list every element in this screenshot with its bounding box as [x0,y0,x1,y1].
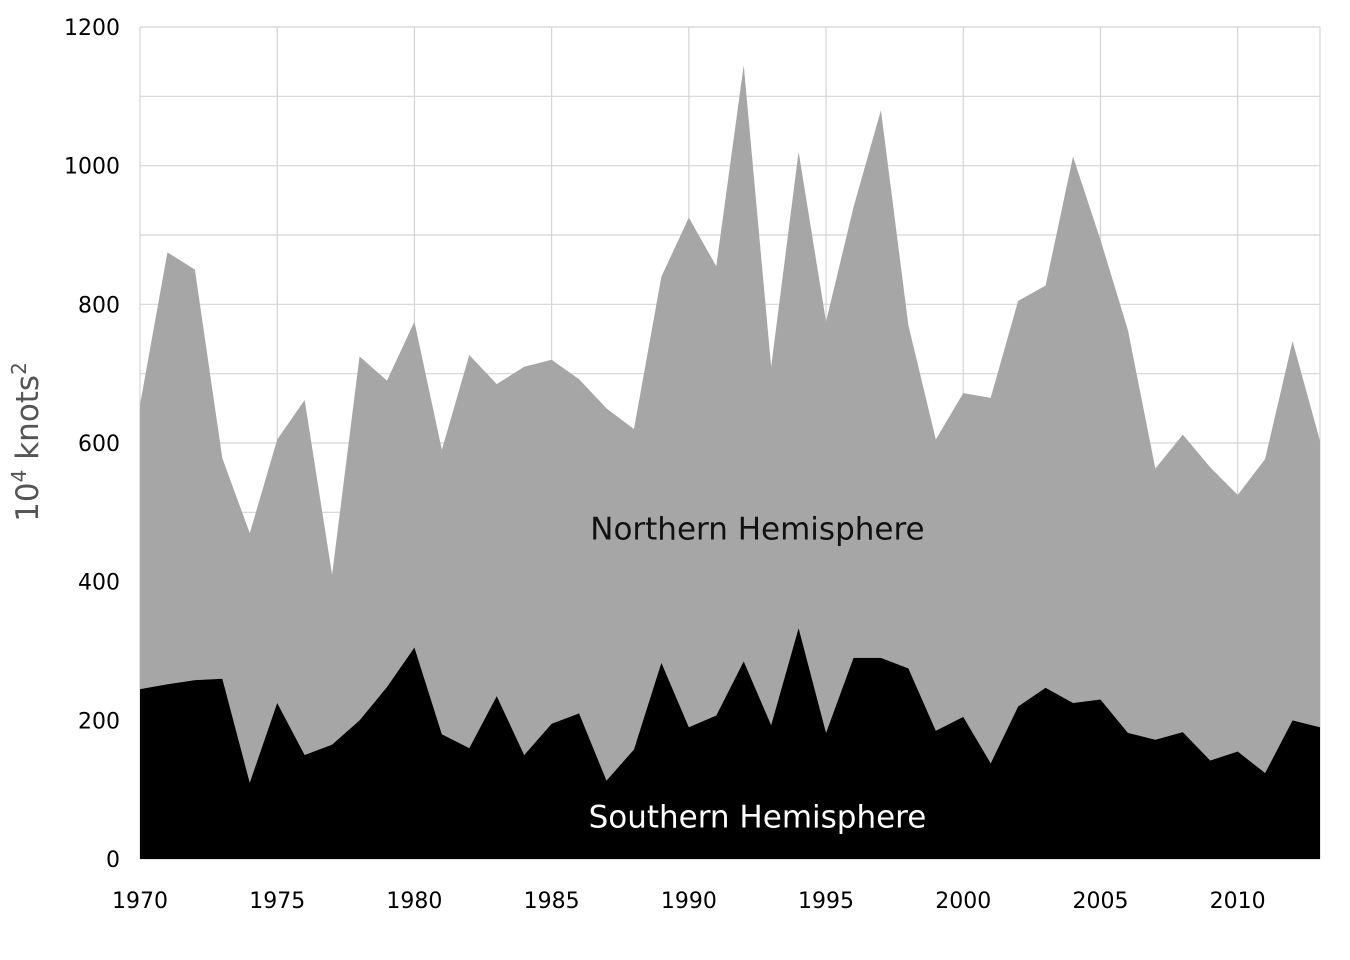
northern-hemisphere-label: Northern Hemisphere [590,512,924,548]
y-tick-label: 200 [78,709,120,734]
y-tick-label: 1000 [64,155,120,180]
y-tick-label: 400 [78,571,120,596]
y-tick-label: 0 [106,848,120,873]
x-axis-tick-labels: 1970 1975 1980 1985 1990 1995 2000 2005 2010 [112,889,1266,914]
series-labels: Southern Hemisphere Northern Hemisphere [589,512,927,836]
x-tick-label: 2000 [935,889,991,914]
x-tick-label: 1975 [249,889,305,914]
y-tick-label: 1200 [64,16,120,41]
x-tick-label: 2005 [1072,889,1128,914]
x-tick-label: 2010 [1210,889,1266,914]
southern-hemisphere-label: Southern Hemisphere [589,799,927,835]
x-tick-label: 1990 [661,889,717,914]
y-axis-label: 104 knots2 [7,362,46,522]
x-tick-label: 1985 [524,889,580,914]
area-series [140,65,1320,859]
x-tick-label: 1970 [112,889,168,914]
y-tick-label: 600 [78,432,120,457]
x-tick-label: 1980 [386,889,442,914]
x-tick-label: 1995 [798,889,854,914]
y-tick-label: 800 [78,293,120,318]
northern-hemisphere-area [140,65,1320,783]
southern-hemisphere-area [140,628,1320,859]
y-axis-tick-labels: 0 200 400 600 800 1000 1200 [64,16,120,873]
